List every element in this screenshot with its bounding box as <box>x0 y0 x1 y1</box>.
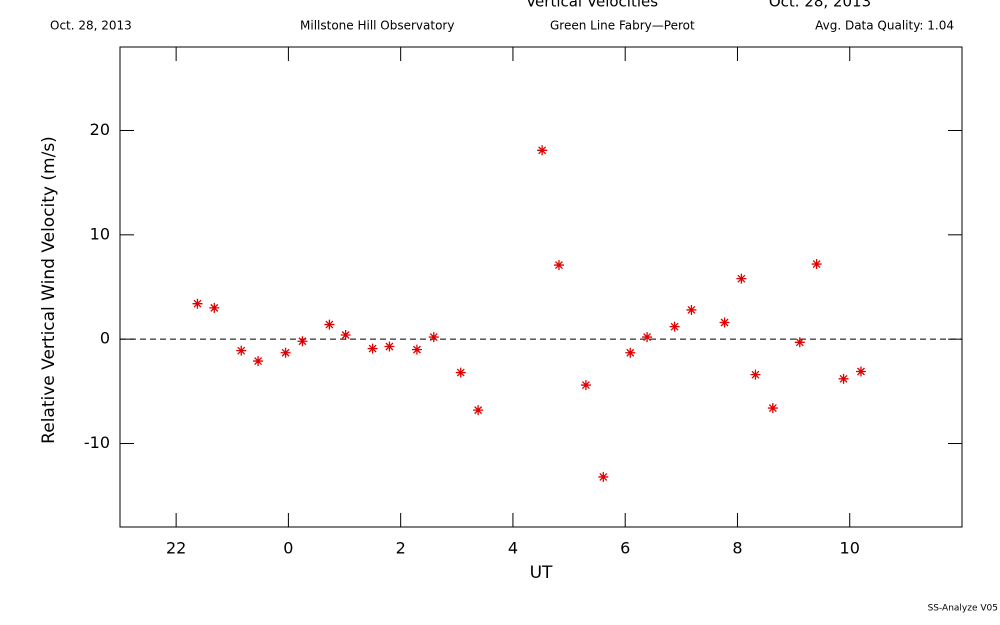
data-point <box>642 332 653 343</box>
data-point <box>367 343 378 354</box>
x-axis-label: UT <box>530 563 553 583</box>
data-point <box>750 369 761 380</box>
data-point <box>428 332 439 343</box>
data-point <box>192 298 203 309</box>
data-point <box>767 403 778 414</box>
data-point <box>625 347 636 358</box>
data-point <box>253 356 264 367</box>
x-tick-label: 22 <box>166 539 186 558</box>
x-tick-label: 0 <box>283 539 293 558</box>
x-tick-label: 4 <box>508 539 518 558</box>
data-point <box>324 319 335 330</box>
y-tick-label: 10 <box>90 224 110 243</box>
x-tick-label: 2 <box>396 539 406 558</box>
y-tick-label: -10 <box>84 433 110 452</box>
data-point <box>669 321 680 332</box>
chart-title: Vertical Velocities <box>526 0 658 11</box>
data-point <box>598 471 609 482</box>
data-point <box>455 367 466 378</box>
data-point <box>280 347 291 358</box>
data-point <box>473 405 484 416</box>
data-point <box>686 304 697 315</box>
data-point <box>794 337 805 348</box>
x-tick-label: 10 <box>840 539 860 558</box>
title-date: Oct. 28, 2013 <box>769 0 871 11</box>
data-point <box>537 145 548 156</box>
data-point <box>340 330 351 340</box>
data-point <box>855 366 866 377</box>
data-point <box>384 341 395 352</box>
instrument: Green Line Fabry—Perot <box>550 19 695 33</box>
footer: SS-Analyze V05 <box>928 604 998 614</box>
data-quality: Avg. Data Quality: 1.04 <box>815 19 954 33</box>
data-point <box>297 336 308 347</box>
x-tick-label: 8 <box>732 539 742 558</box>
y-tick-label: 20 <box>90 120 110 139</box>
data-point <box>209 302 220 313</box>
plot-frame <box>119 46 963 528</box>
data-point <box>719 317 730 328</box>
observatory: Millstone Hill Observatory <box>300 19 454 33</box>
date: Oct. 28, 2013 <box>50 19 132 33</box>
data-point <box>236 345 247 356</box>
data-point <box>838 373 849 384</box>
y-tick-label: 0 <box>100 329 110 348</box>
y-axis-label: Relative Vertical Wind Velocity (m/s) <box>39 136 59 444</box>
data-point <box>580 380 591 391</box>
data-point <box>736 273 747 284</box>
data-point <box>411 344 422 355</box>
data-point <box>811 259 822 270</box>
x-tick-label: 6 <box>620 539 630 558</box>
data-point <box>553 260 564 271</box>
